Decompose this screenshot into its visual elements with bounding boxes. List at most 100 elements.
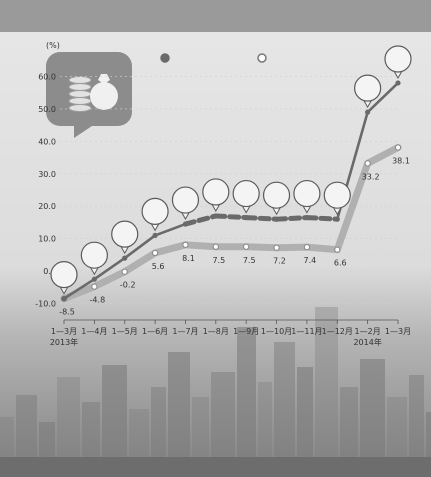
- title-band: [0, 0, 431, 32]
- series-1-callout-tail: [59, 286, 69, 295]
- series-2-data-label: 8.1: [182, 254, 195, 263]
- series-1-callout-bubble: [111, 220, 139, 248]
- series-1-point: [334, 216, 340, 222]
- legend: [160, 53, 267, 63]
- x-tick-label: 1—2月: [355, 327, 381, 336]
- series-1-callout-bubble: [354, 74, 382, 102]
- series-2-point: [212, 243, 219, 250]
- building: [129, 409, 149, 457]
- series-2-data-label: 7.5: [212, 256, 225, 265]
- series-1-callout-bubble: [50, 261, 78, 289]
- building: [151, 387, 166, 457]
- series-1-point: [213, 213, 219, 219]
- series-1-point: [152, 232, 158, 239]
- coin-stack-coin: [68, 76, 92, 84]
- x-year-label: 2014年: [353, 337, 381, 347]
- series-2-point: [182, 241, 189, 248]
- building: [340, 387, 358, 457]
- series-2-data-label: -4.8: [90, 296, 106, 305]
- coin-stack-coin: [68, 90, 92, 98]
- series-1-segment: [123, 234, 157, 260]
- series-1-callout-tail: [241, 205, 251, 214]
- building: [274, 342, 295, 457]
- series-2-point: [243, 243, 250, 250]
- x-year-label: 2013年: [50, 337, 78, 347]
- series-1-segment: [153, 222, 187, 237]
- series-1-segment: [366, 81, 400, 114]
- series-1-callout-tail: [120, 245, 130, 255]
- y-tick-label: 50.0: [38, 105, 56, 114]
- series-1-callout-tail: [272, 206, 281, 216]
- building: [16, 395, 37, 457]
- series-1-point: [365, 109, 371, 115]
- building: [360, 359, 385, 457]
- series-2-line: [60, 144, 402, 303]
- y-tick-label: 60.0: [38, 72, 56, 81]
- building: [39, 422, 55, 457]
- x-tick-label: 1—4月: [81, 327, 107, 336]
- series-1-callout-tail: [332, 206, 342, 216]
- building: [192, 397, 209, 457]
- building: [426, 412, 431, 457]
- x-tick-label: 1—12月: [322, 327, 353, 336]
- building: [297, 367, 313, 457]
- coin-stack-coin: [68, 83, 92, 91]
- legend-marker: [257, 53, 267, 63]
- x-tick-label: 1—11月: [291, 327, 322, 336]
- series-1-point: [304, 214, 310, 221]
- building: [315, 307, 338, 457]
- series-2-data-label: 7.2: [273, 257, 286, 266]
- x-tick-label: 1—6月: [142, 327, 168, 336]
- series-1-callout-tail: [393, 70, 403, 79]
- building: [409, 375, 424, 457]
- building: [258, 382, 272, 457]
- series-2-data-label: 38.1: [392, 157, 410, 166]
- series-1-segment: [304, 215, 340, 222]
- series-1-callout-bubble: [141, 197, 169, 226]
- series-1-segment: [182, 213, 219, 227]
- x-tick-label: 1—7月: [172, 327, 198, 336]
- series-2-point: [303, 243, 311, 251]
- series-2-point: [364, 160, 371, 167]
- building: [57, 377, 80, 457]
- series-1-point: [61, 296, 67, 302]
- series-2-data-label: -8.5: [59, 308, 75, 317]
- series-1-callout-tail: [89, 266, 99, 276]
- series-1-point: [273, 216, 280, 222]
- coin-stack-coin: [68, 104, 92, 112]
- series-2-point: [273, 244, 280, 251]
- series-2-data-label: 6.6: [334, 259, 347, 268]
- series-1-callout-tail: [181, 211, 190, 221]
- x-tick-label: 1—5月: [112, 327, 138, 336]
- building: [0, 417, 14, 457]
- series-2-point: [394, 144, 402, 151]
- y-tick-label: 40.0: [38, 137, 56, 146]
- building: [102, 365, 127, 457]
- series-2-data-label: -0.2: [120, 281, 136, 290]
- series-2-data-label: 7.5: [243, 256, 256, 265]
- x-tick-label: 1—3月: [51, 327, 77, 336]
- series-1-callout-bubble: [232, 179, 260, 208]
- building: [211, 372, 235, 457]
- series-1-callout-tail: [150, 223, 160, 232]
- x-tick-label: 1—3月: [385, 327, 411, 336]
- coin-stack-money-bag-icon: [46, 52, 132, 138]
- building: [82, 402, 100, 457]
- coin-stack-coin: [68, 97, 92, 105]
- series-2-point: [151, 249, 159, 257]
- series-1-callout-tail: [302, 205, 312, 214]
- x-tick-label: 1—9月: [233, 327, 259, 336]
- series-1-callout-bubble: [384, 45, 412, 73]
- series-2-point: [91, 283, 98, 290]
- building: [168, 352, 190, 457]
- series-2-data-label: 33.2: [362, 172, 380, 181]
- series-1-point: [182, 221, 189, 227]
- series-2-point: [334, 246, 341, 253]
- series-1-segment: [93, 256, 127, 281]
- series-1-segment: [243, 215, 280, 222]
- x-tick-label: 1—8月: [203, 327, 229, 336]
- series-1-segment: [213, 213, 249, 221]
- series-2-data-label: 5.6: [152, 262, 165, 271]
- series-1-callout-bubble: [293, 179, 321, 208]
- series-1-segment: [62, 277, 96, 300]
